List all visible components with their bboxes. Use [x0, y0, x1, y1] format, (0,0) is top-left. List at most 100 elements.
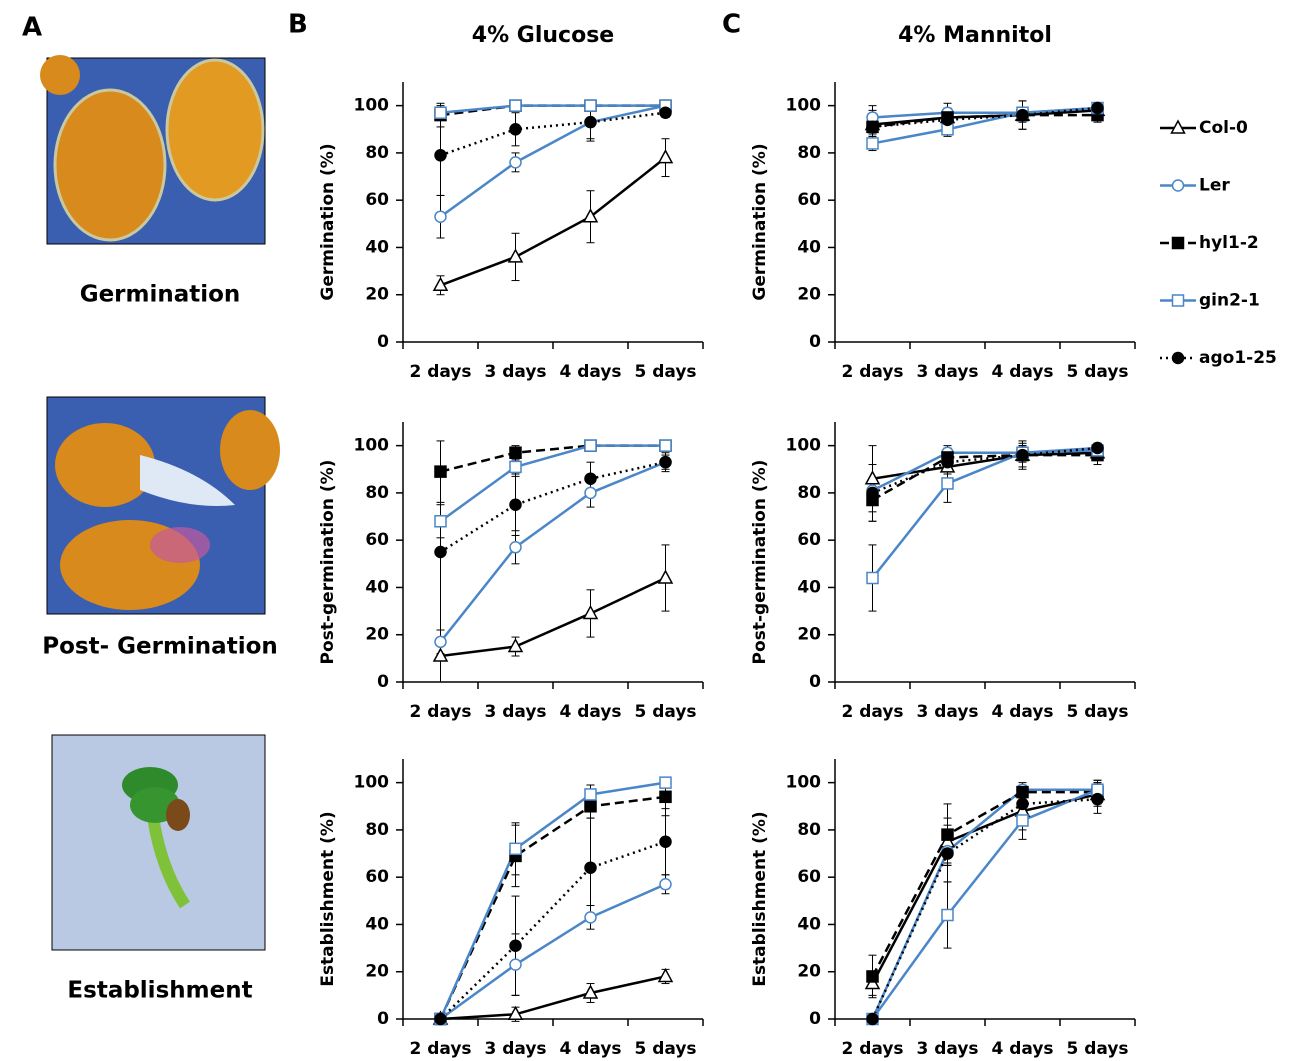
x-tick-label: 4 days — [991, 362, 1053, 382]
x-tick-label: 4 days — [559, 362, 621, 382]
y-tick-label: 80 — [797, 820, 821, 840]
series-line — [439, 461, 666, 643]
y-tick-label: 20 — [797, 285, 821, 305]
marker — [866, 1012, 879, 1026]
y-tick-label: 20 — [365, 962, 389, 982]
chart-title: 4% Mannitol — [898, 23, 1052, 48]
marker — [507, 637, 524, 653]
panel-letter: C — [722, 10, 741, 40]
x-tick-label: 2 days — [841, 1039, 903, 1059]
legend-label: Ler — [1199, 176, 1230, 196]
x-tick-label: 3 days — [484, 362, 546, 382]
marker — [434, 149, 447, 162]
marker — [657, 967, 674, 983]
x-tick-label: 4 days — [991, 1039, 1053, 1059]
legend-marker — [1171, 351, 1185, 365]
y-tick-label: 20 — [365, 285, 389, 305]
y-axis-label: Establishment (%) — [318, 811, 338, 986]
photo-label: Germination — [80, 282, 241, 308]
series-line — [440, 111, 666, 157]
marker — [509, 498, 522, 511]
marker — [582, 208, 599, 223]
legend-label: Col-0 — [1199, 118, 1248, 138]
y-tick-label: 0 — [809, 332, 821, 352]
marker — [941, 847, 954, 860]
marker — [1016, 797, 1029, 811]
series-line — [871, 449, 1098, 579]
marker — [509, 958, 522, 971]
x-tick-label: 2 days — [841, 702, 903, 722]
x-tick-label: 5 days — [1066, 362, 1128, 382]
series-line — [440, 975, 666, 1021]
marker — [509, 156, 522, 169]
series-line — [439, 444, 666, 523]
legend-marker — [1171, 236, 1185, 250]
y-tick-label: 40 — [797, 237, 821, 257]
panel-letter: B — [288, 10, 308, 40]
marker — [582, 984, 599, 999]
y-tick-label: 100 — [786, 436, 822, 456]
y-tick-label: 80 — [797, 483, 821, 503]
series-line — [872, 113, 1098, 129]
series-line — [871, 793, 1098, 985]
y-tick-label: 60 — [365, 867, 389, 887]
series-line — [871, 788, 1098, 1020]
marker — [434, 210, 447, 223]
y-tick-label: 100 — [354, 773, 390, 793]
marker — [1091, 792, 1104, 806]
y-tick-label: 100 — [786, 96, 822, 116]
marker — [941, 113, 954, 127]
marker — [1016, 108, 1029, 122]
marker — [659, 439, 672, 452]
series-line — [871, 788, 1098, 1020]
y-tick-label: 20 — [365, 625, 389, 645]
marker — [864, 470, 881, 485]
y-tick-label: 80 — [797, 143, 821, 163]
series-line — [440, 576, 667, 658]
marker — [866, 970, 879, 983]
x-tick-label: 3 days — [916, 1039, 978, 1059]
series-line — [439, 781, 666, 1020]
photo-germination — [40, 55, 266, 245]
y-tick-label: 20 — [797, 625, 821, 645]
y-tick-label: 60 — [797, 530, 821, 550]
marker — [509, 842, 522, 856]
x-tick-label: 2 days — [409, 1039, 471, 1059]
x-tick-label: 3 days — [484, 702, 546, 722]
marker — [659, 455, 672, 469]
marker — [657, 569, 674, 584]
marker — [659, 878, 672, 891]
marker — [584, 800, 597, 813]
y-tick-label: 40 — [797, 914, 821, 934]
y-axis-label: Post-germination (%) — [318, 460, 338, 665]
x-tick-label: 5 days — [634, 1039, 696, 1059]
x-tick-label: 5 days — [634, 702, 696, 722]
panel-letter: A — [22, 13, 42, 43]
marker — [584, 486, 597, 500]
legend-marker — [1171, 294, 1185, 307]
legend-marker — [1170, 119, 1186, 134]
marker — [657, 149, 674, 164]
marker — [659, 835, 672, 848]
marker — [584, 439, 597, 452]
y-tick-label: 60 — [797, 867, 821, 887]
x-tick-label: 5 days — [1066, 702, 1128, 722]
marker — [659, 776, 672, 789]
chart-title: 4% Glucose — [472, 23, 614, 48]
series-line — [871, 790, 1098, 978]
series-line — [440, 156, 667, 287]
y-tick-label: 0 — [377, 672, 389, 692]
marker — [941, 908, 954, 922]
marker — [509, 123, 522, 136]
marker — [1016, 814, 1029, 827]
series-line — [439, 840, 666, 1020]
series-line — [440, 444, 666, 473]
marker — [507, 248, 524, 263]
marker — [434, 465, 447, 478]
legend-label: gin2-1 — [1199, 291, 1260, 311]
marker — [941, 477, 954, 490]
x-tick-label: 4 days — [991, 702, 1053, 722]
marker — [509, 460, 522, 474]
x-tick-label: 4 days — [559, 702, 621, 722]
